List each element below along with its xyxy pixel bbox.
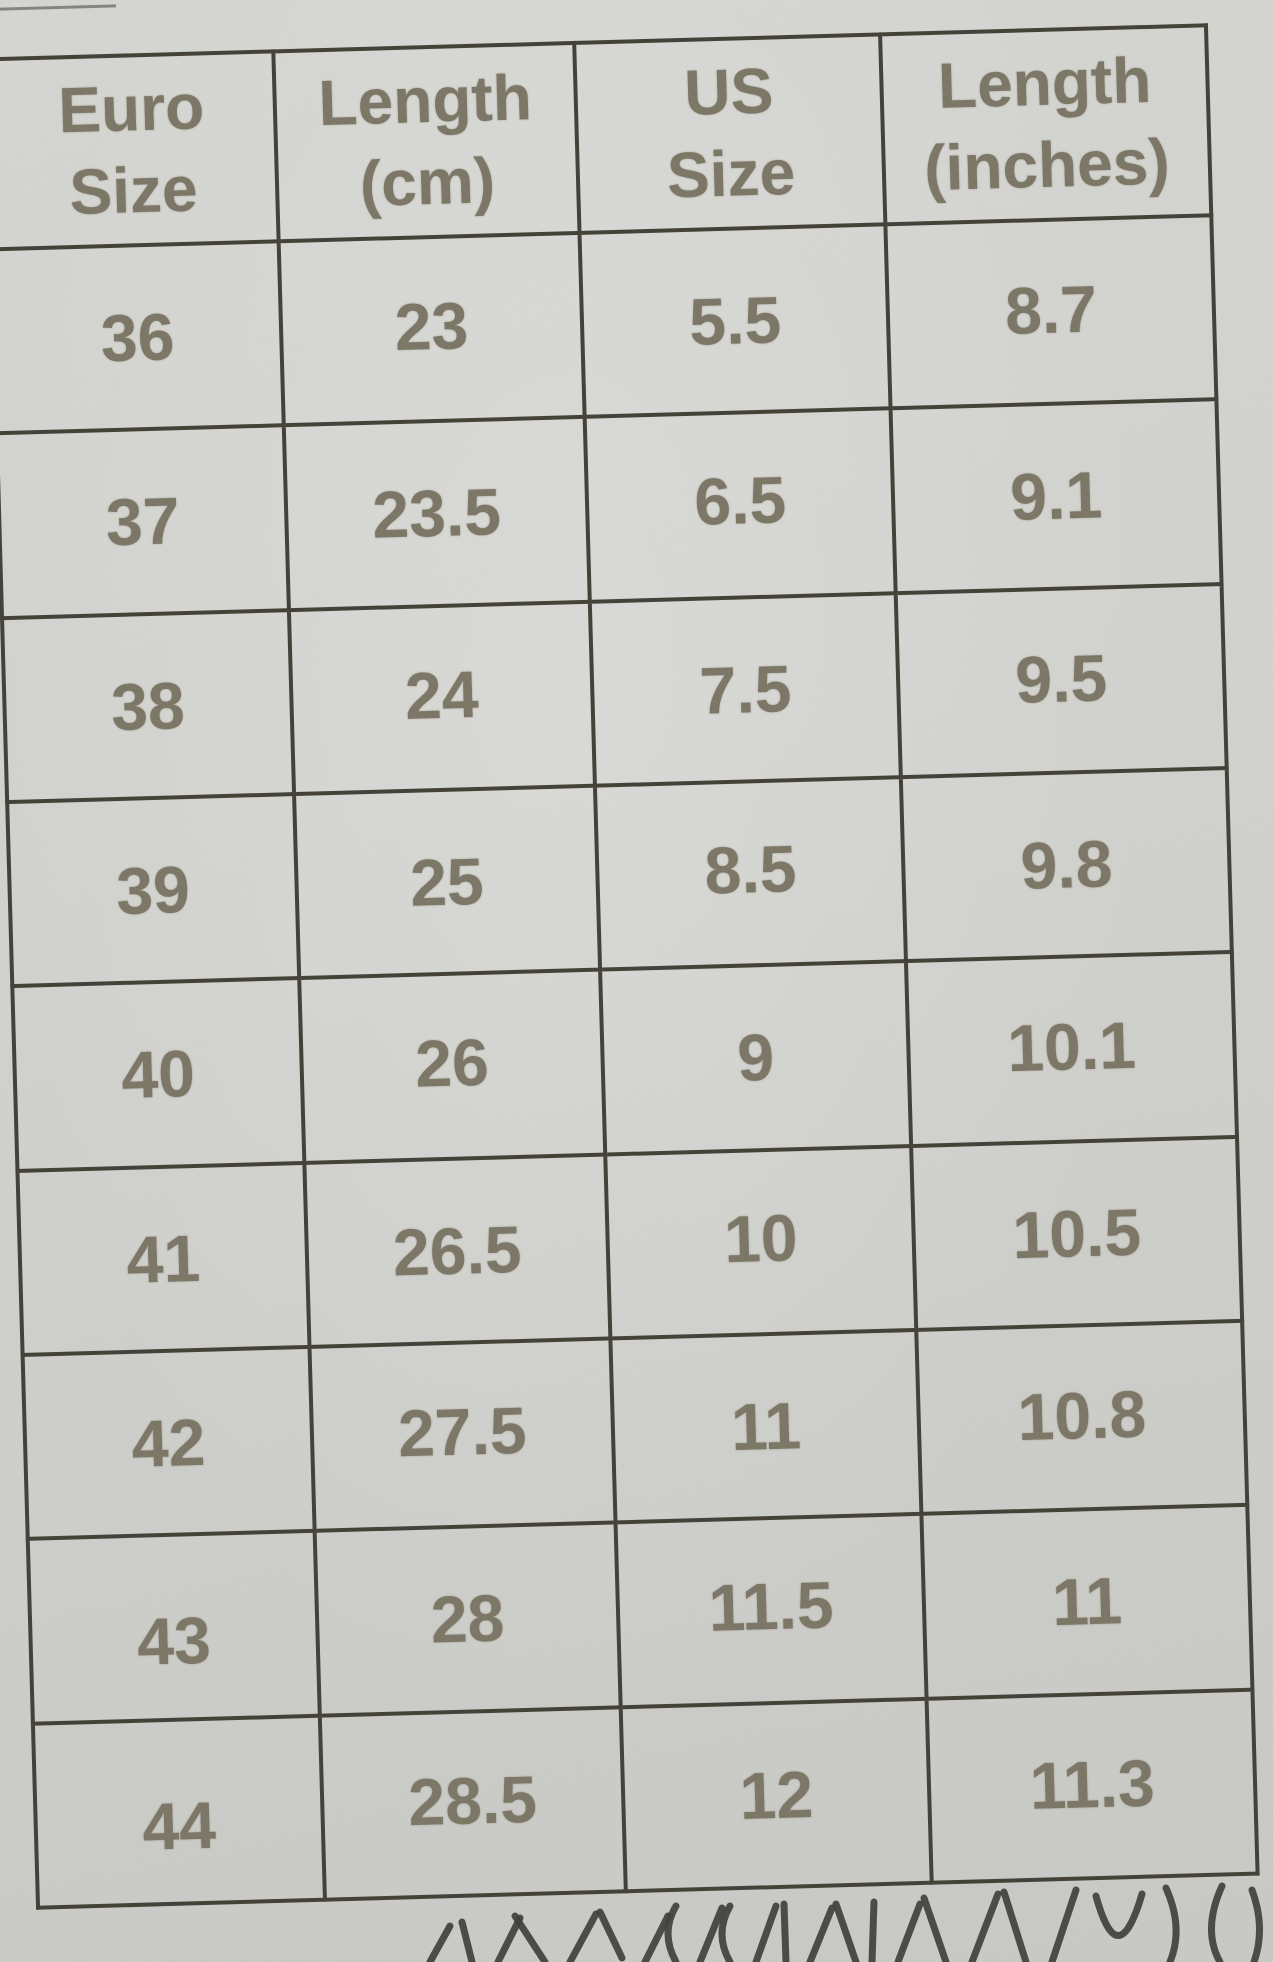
cell-us-size: 9 xyxy=(600,961,912,1155)
table-row: 38 24 7.5 9.5 xyxy=(2,581,1227,803)
header-line: Size xyxy=(666,135,797,212)
cell-us-size: 5.5 xyxy=(579,224,891,418)
cell-length-inches: 9.8 xyxy=(901,768,1232,962)
header-line: Length xyxy=(936,43,1153,122)
cell-length-inches: 10.5 xyxy=(911,1136,1243,1330)
cell-length-inches: 11 xyxy=(921,1505,1253,1699)
header-line: US xyxy=(683,54,775,129)
header-line: (inches) xyxy=(923,125,1171,205)
cell-length-cm: 26.5 xyxy=(304,1154,611,1347)
cell-length-inches: 10.8 xyxy=(916,1318,1248,1513)
cell-us-size: 12 xyxy=(620,1698,932,1892)
header-line: Euro xyxy=(57,70,206,147)
cell-length-cm: 23 xyxy=(278,229,585,423)
cell-length-inches: 8.7 xyxy=(885,213,1217,407)
cell-us-size: 8.5 xyxy=(594,773,907,966)
cell-us-size: 10 xyxy=(605,1141,917,1335)
table-row: 39 25 8.5 9.8 xyxy=(7,768,1232,987)
cell-us-size: 11 xyxy=(610,1329,922,1523)
size-table: Euro Size Length (cm) US Size Length (in… xyxy=(0,23,1260,1922)
cell-us-size: 7.5 xyxy=(589,592,902,786)
cell-length-cm: 23.5 xyxy=(283,417,590,610)
header-row: Euro Size Length (cm) US Size Length (in… xyxy=(0,25,1212,250)
cell-euro-size: 36 xyxy=(0,241,284,434)
cell-length-cm: 25 xyxy=(293,785,601,979)
cell-euro-size: 37 xyxy=(0,425,289,618)
header-line: (cm) xyxy=(358,144,496,221)
column-header-euro-size: Euro Size xyxy=(0,51,279,250)
cell-length-inches: 11.3 xyxy=(926,1687,1258,1881)
cell-euro-size: 43 xyxy=(28,1545,320,1738)
cell-length-inches: 10.1 xyxy=(906,950,1237,1144)
cell-length-inches: 9.1 xyxy=(890,399,1222,593)
column-header-us-size: US Size xyxy=(574,34,886,233)
cell-length-cm: 28 xyxy=(314,1522,621,1716)
cell-euro-size: 39 xyxy=(7,794,299,987)
cell-euro-size: 38 xyxy=(2,609,294,803)
table-row: 37 23.5 6.5 9.1 xyxy=(0,399,1222,618)
column-header-length-inches: Length (inches) xyxy=(880,25,1212,225)
cell-length-cm: 28.5 xyxy=(319,1703,626,1897)
cell-length-inches: 9.5 xyxy=(895,581,1227,776)
table-row: 43 28 11.5 11 xyxy=(28,1505,1253,1738)
cell-length-cm: 24 xyxy=(288,598,595,792)
column-header-length-cm: Length (cm) xyxy=(273,42,580,242)
cell-length-cm: 27.5 xyxy=(309,1335,616,1529)
page-edge-rule xyxy=(0,4,117,11)
header-line: Length xyxy=(317,61,533,140)
cell-euro-size: 41 xyxy=(17,1162,310,1355)
cell-euro-size: 42 xyxy=(22,1346,315,1540)
table-row: 36 23 5.5 8.7 xyxy=(0,213,1217,434)
header-line: Size xyxy=(68,152,199,229)
cell-length-cm: 26 xyxy=(298,966,606,1160)
table-row: 42 27.5 11 10.8 xyxy=(22,1318,1248,1540)
pen-scribble-marks-icon xyxy=(426,1882,1264,1962)
cell-us-size: 11.5 xyxy=(615,1510,927,1703)
cell-euro-size: 40 xyxy=(12,978,305,1171)
table-row: 40 26 9 10.1 xyxy=(12,950,1237,1171)
cell-us-size: 6.5 xyxy=(584,404,896,598)
size-conversion-table: Euro Size Length (cm) US Size Length (in… xyxy=(0,23,1260,1922)
table-row: 41 26.5 10 10.5 xyxy=(17,1136,1243,1355)
